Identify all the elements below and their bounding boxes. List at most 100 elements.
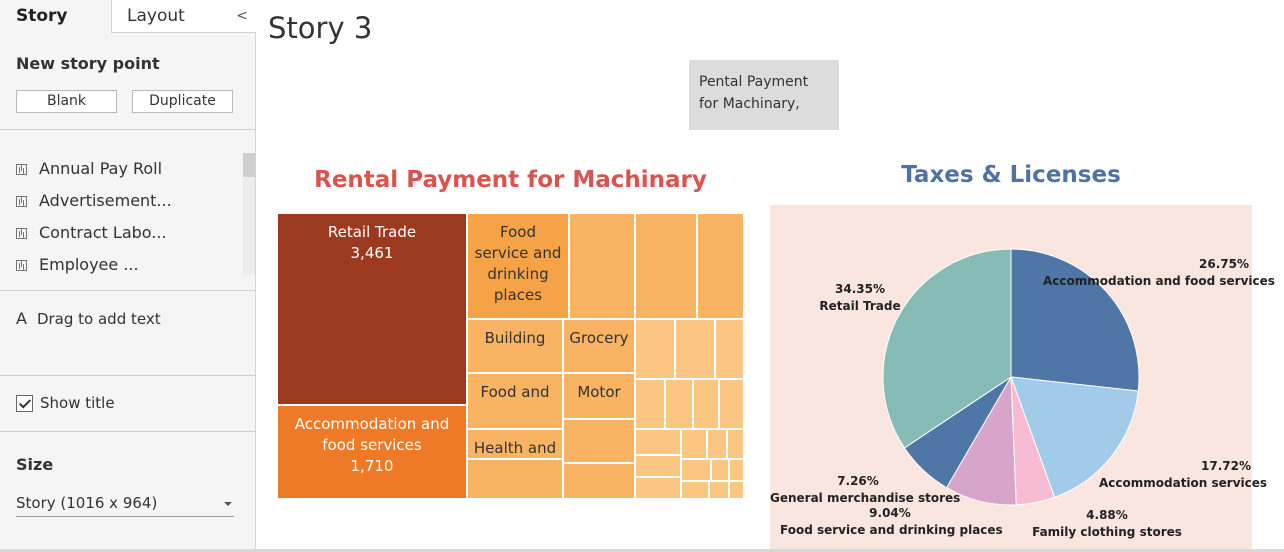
worksheet-icon [16, 260, 27, 271]
pie-label: 7.26% General merchandise stores [770, 473, 961, 507]
treemap-cell-food-service[interactable]: Food service and drinking places [467, 213, 569, 319]
sheet-item-employee[interactable]: Employee ... [16, 253, 242, 277]
treemap-cell[interactable] [681, 481, 709, 499]
treemap-cell-retail-trade[interactable]: Retail Trade 3,461 [277, 213, 467, 405]
worksheet-icon [16, 164, 27, 175]
pie-label-name: General merchandise stores [770, 491, 961, 505]
pie-slice-accommodation-services[interactable] [1010, 376, 1139, 498]
chevron-down-icon [224, 502, 232, 506]
tab-story[interactable]: Story [0, 0, 111, 33]
sheet-item-annual-pay-roll[interactable]: Annual Pay Roll [16, 157, 242, 181]
treemap-cell[interactable] [729, 481, 744, 499]
size-value: Story (1016 x 964) [16, 494, 158, 512]
sheet-item-contract-labor[interactable]: Contract Labo... [16, 221, 242, 245]
pie-label: 26.75% Accommodation and food services [1043, 256, 1275, 290]
treemap-cell[interactable] [665, 379, 693, 429]
divider [0, 129, 256, 130]
treemap-cell[interactable] [635, 213, 697, 319]
treemap-cell-label: Health and [473, 439, 557, 457]
pane-tabs: Story Layout < [0, 0, 256, 33]
story-title[interactable]: Story 3 [268, 11, 373, 45]
treemap-cell-value: 1,710 [350, 457, 394, 475]
treemap-cell[interactable] [709, 481, 729, 499]
treemap-cell[interactable] [715, 319, 744, 379]
treemap-cell[interactable] [729, 459, 744, 481]
tab-layout[interactable]: Layout < [111, 0, 256, 33]
pie-label-percent: 17.72% [1201, 459, 1251, 473]
treemap-cell[interactable] [681, 459, 711, 481]
sheet-item-advertisement[interactable]: Advertisement... [16, 189, 242, 213]
pie-label-name: Accommodation services [1099, 476, 1268, 490]
treemap-cell[interactable] [635, 379, 665, 429]
treemap-chart[interactable]: Retail Trade 3,461 Accommodation and food … [277, 213, 744, 499]
drag-text-label: Drag to add text [36, 310, 161, 328]
pie-label: 9.04% Food service and drinking places [780, 505, 1003, 539]
treemap-cell-food-and[interactable]: Food and [467, 373, 563, 429]
pie-label-name: Food service and drinking places [780, 523, 1003, 537]
pie-label-percent: 26.75% [1199, 257, 1249, 271]
treemap-cell[interactable] [563, 419, 635, 463]
pie-label-percent: 34.35% [835, 282, 885, 296]
pie-label-percent: 7.26% [837, 474, 879, 488]
treemap-title: Rental Payment for Machinary [314, 167, 707, 193]
pie-label-name: Family clothing stores [1032, 525, 1182, 539]
pie-label-percent: 9.04% [869, 506, 911, 520]
treemap-cell[interactable] [467, 459, 563, 499]
treemap-cell-building[interactable]: Building [467, 319, 563, 373]
sheet-label: Employee ... [39, 255, 139, 274]
treemap-cell[interactable] [707, 429, 727, 459]
treemap-cell-accommodation-food[interactable]: Accommodation and food services 1,710 [277, 405, 467, 499]
treemap-cell[interactable] [635, 455, 681, 477]
treemap-cell[interactable] [681, 429, 707, 459]
treemap-cell-value: 3,461 [350, 244, 394, 262]
treemap-cell-motor[interactable]: Motor [563, 373, 635, 419]
treemap-cell[interactable] [693, 379, 719, 429]
drag-to-add-text[interactable]: A Drag to add text [16, 309, 161, 328]
show-title-checkbox[interactable] [16, 395, 33, 412]
pie-chart[interactable]: 26.75% Accommodation and food services 17.… [770, 205, 1275, 552]
pie-slice-accommodation-and-food-services[interactable] [1010, 248, 1140, 392]
worksheet-icon [16, 196, 27, 207]
treemap-cell[interactable] [697, 213, 744, 319]
sheet-label: Annual Pay Roll [39, 159, 163, 178]
footer-border [0, 549, 1284, 552]
size-title: Size [16, 455, 54, 474]
story-pane: Story Layout < New story point Blank Dup… [0, 0, 256, 552]
divider [0, 431, 256, 432]
treemap-cell[interactable] [711, 459, 729, 481]
treemap-cell-label: Food service and drinking places [474, 223, 562, 304]
story-canvas: Story 3 Pental Payment for Machinary, Re… [257, 0, 1284, 552]
text-object-icon: A [16, 309, 27, 328]
treemap-cell[interactable] [569, 213, 635, 319]
pie-title: Taxes & Licenses [901, 162, 1121, 188]
sheet-label: Contract Labo... [39, 223, 167, 242]
size-dropdown[interactable]: Story (1016 x 964) [16, 490, 234, 517]
duplicate-button[interactable]: Duplicate [132, 90, 233, 113]
pie-label: 17.72% Accommodation services [1099, 458, 1268, 492]
treemap-cell[interactable] [727, 429, 744, 459]
sheet-list-scroll-thumb[interactable] [243, 153, 255, 177]
pie-label-name: Accommodation and food services [1043, 274, 1275, 288]
pie-slice-retail-trade[interactable] [882, 248, 1012, 449]
sheet-list-scrollbar[interactable] [243, 153, 255, 275]
treemap-cell[interactable] [635, 319, 675, 379]
story-point-caption[interactable]: Pental Payment for Machinary, [689, 60, 839, 130]
pie-label: 4.88% Family clothing stores [1032, 507, 1182, 541]
tab-layout-label: Layout [127, 6, 185, 26]
treemap-cell[interactable] [675, 319, 715, 379]
treemap-cell-grocery[interactable]: Grocery [563, 319, 635, 373]
treemap-cell-health-and[interactable]: Health and [467, 429, 563, 459]
treemap-cell[interactable] [719, 379, 744, 429]
treemap-cell-label: Accommodation and food services [294, 415, 450, 454]
show-title-label: Show title [40, 394, 115, 412]
treemap-cell[interactable] [635, 477, 681, 499]
treemap-cell[interactable] [563, 463, 635, 499]
treemap-cell[interactable] [635, 429, 681, 455]
collapse-pane-icon[interactable]: < [236, 8, 248, 24]
treemap-cell-label: Building [484, 329, 546, 347]
treemap-cell-label: Grocery [569, 329, 629, 347]
blank-button[interactable]: Blank [16, 90, 117, 113]
pie-label-name: Retail Trade [819, 299, 901, 313]
new-story-point-title: New story point [16, 54, 160, 73]
